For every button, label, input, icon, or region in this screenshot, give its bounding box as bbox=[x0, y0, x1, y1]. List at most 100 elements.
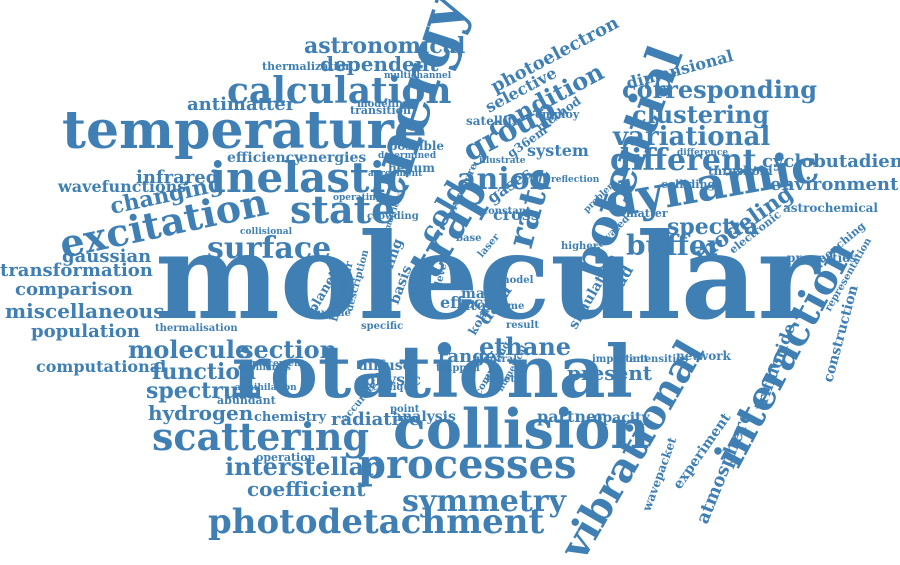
cloud-word-rotational: rotational bbox=[232, 329, 633, 414]
cloud-word-astrochemical: astrochemical bbox=[783, 201, 878, 215]
cloud-word-atom: atom bbox=[461, 298, 501, 314]
cloud-word-buffer: buffer bbox=[626, 229, 723, 262]
cloud-word-mas: mas bbox=[461, 286, 493, 302]
cloud-word-reflection: reflection bbox=[551, 175, 600, 185]
cloud-word-illustrate: illustrate bbox=[479, 156, 526, 166]
cloud-word-effect: effect bbox=[440, 293, 491, 312]
cloud-word-constant: constant bbox=[482, 206, 531, 217]
cloud-word-section: section bbox=[240, 335, 337, 364]
cloud-word-state: state bbox=[290, 187, 395, 232]
cloud-word-collisional: collisional bbox=[240, 227, 293, 237]
cloud-word-network: network bbox=[676, 349, 732, 363]
cloud-word-partner: partner bbox=[537, 407, 605, 426]
cloud-word-ethane: ethane bbox=[479, 332, 571, 361]
cloud-word-different: different bbox=[610, 143, 757, 178]
cloud-word-miscellaneous: miscellaneous bbox=[5, 299, 164, 323]
cloud-word-helium: helium bbox=[388, 161, 435, 175]
cloud-word-coefficient: coefficient bbox=[247, 477, 366, 501]
cloud-word-spectra: spectra bbox=[667, 214, 758, 240]
cloud-word-spectrum: spectrum bbox=[146, 378, 262, 404]
cloud-word-threshold: threshold bbox=[708, 164, 773, 178]
cloud-word-diffuse: diffuse bbox=[358, 358, 412, 374]
cloud-word-kinetic: kinetic bbox=[486, 374, 525, 385]
cloud-word-infrared: infrared bbox=[136, 167, 219, 188]
cloud-word-higher: higher bbox=[561, 241, 599, 252]
cloud-word-variational: variational bbox=[612, 122, 770, 152]
cloud-word-dependent: dependent bbox=[320, 52, 439, 76]
cloud-word-ethylene: ethylene bbox=[303, 308, 351, 319]
cloud-word-possible: possible bbox=[389, 139, 444, 153]
cloud-word-computational: computational bbox=[36, 357, 166, 376]
cloud-word-collision: collision bbox=[393, 397, 650, 461]
cloud-word-result: result bbox=[506, 320, 539, 331]
cloud-word-hydrogen: hydrogen bbox=[148, 401, 254, 425]
cloud-word-corresponding: corresponding bbox=[622, 75, 817, 104]
cloud-word-clustering: clustering bbox=[632, 100, 769, 129]
cloud-word-energies: energies bbox=[299, 150, 366, 166]
cloud-word-properties: properties bbox=[787, 251, 857, 265]
cloud-word-chemistry: chemistry bbox=[254, 410, 327, 425]
cloud-word-neutral: neutral bbox=[476, 354, 517, 365]
cloud-word-transformation: transformation bbox=[0, 260, 153, 281]
cloud-word-opacity: opacity bbox=[593, 410, 651, 426]
cloud-word-radiative: radiative bbox=[331, 409, 420, 430]
cloud-word-comparison: comparison bbox=[15, 279, 133, 300]
cloud-word-placement: placement bbox=[252, 359, 306, 369]
cloud-word-anion: anion bbox=[457, 162, 552, 197]
cloud-word-difference: difference bbox=[677, 148, 728, 158]
cloud-word-function: function bbox=[152, 359, 256, 385]
cloud-word-capillaries: capillaries bbox=[238, 363, 291, 373]
cloud-word-important: important bbox=[592, 354, 649, 365]
cloud-word-base: base bbox=[456, 233, 481, 244]
cloud-word-antimatter: antimatter bbox=[187, 94, 296, 115]
cloud-word-abundant: abundant bbox=[217, 394, 277, 407]
cloud-word-trapped: trapped bbox=[436, 363, 480, 374]
cloud-word-present: present bbox=[567, 361, 653, 385]
cloud-word-thermalization: thermalization bbox=[262, 60, 353, 73]
cloud-word-thermalisation: thermalisation bbox=[155, 323, 238, 334]
cloud-word-crowding: crowding bbox=[367, 211, 419, 222]
cloud-word-molecular: molecular bbox=[155, 207, 821, 346]
cloud-word-satellite: satellite bbox=[466, 114, 521, 128]
cloud-word-photodetachment: photodetachment bbox=[208, 502, 544, 542]
cloud-word-inelastic: inelastic bbox=[210, 153, 411, 202]
cloud-word-molecule: molecule bbox=[128, 335, 250, 364]
cloud-word-point: point bbox=[390, 404, 420, 415]
cloud-word-modelling: modelling bbox=[357, 99, 413, 110]
cloud-word-transition: transition bbox=[350, 104, 411, 117]
cloud-word-analysis: analysis bbox=[393, 409, 456, 425]
cloud-word-employ: employ bbox=[535, 108, 580, 121]
cloud-word-processes: processes bbox=[358, 441, 577, 488]
cloud-word-symmetry: symmetry bbox=[402, 484, 568, 519]
cloud-word-surface: surface bbox=[207, 231, 331, 266]
cloud-word-determined: determined bbox=[378, 151, 437, 161]
cloud-word-gaussian: gaussian bbox=[62, 246, 151, 267]
cloud-word-population: population bbox=[31, 321, 140, 342]
cloud-word-cyclobutadiene: cyclobutadiene bbox=[762, 151, 900, 172]
cloud-word-system: system bbox=[527, 141, 589, 160]
cloud-word-intensities: intensities bbox=[629, 354, 689, 365]
cloud-word-scattering: scattering bbox=[152, 414, 369, 459]
cloud-word-efficiency: efficiency bbox=[227, 150, 303, 166]
cloud-word-specific: specific bbox=[361, 321, 403, 332]
cloud-word-calculation: calculation bbox=[227, 70, 452, 112]
cloud-word-time: time bbox=[499, 301, 524, 312]
cloud-word-cross: cross bbox=[493, 205, 540, 224]
cloud-word-operation: operation bbox=[256, 451, 316, 464]
cloud-word-agreement: agreement bbox=[368, 169, 423, 179]
cloud-word-matter: matter bbox=[626, 207, 668, 220]
cloud-word-technique: technique bbox=[361, 382, 417, 393]
cloud-word-interstellar: interstellar bbox=[225, 452, 377, 481]
cloud-word-physic: physic bbox=[364, 370, 421, 389]
cloud-word-wavefunctions: wavefunctions bbox=[57, 177, 186, 196]
cloud-word-environment: environment bbox=[770, 174, 899, 195]
cloud-word-colliding: colliding bbox=[661, 178, 715, 191]
cloud-word-range: range bbox=[438, 346, 496, 367]
cloud-word-model: model bbox=[499, 275, 534, 286]
cloud-word-astronomical: astronomical bbox=[304, 33, 465, 59]
cloud-word-multichannel: multichannel bbox=[384, 71, 452, 81]
cloud-word-temperature: temperature bbox=[62, 100, 427, 161]
cloud-word-operating: operating bbox=[333, 193, 383, 203]
